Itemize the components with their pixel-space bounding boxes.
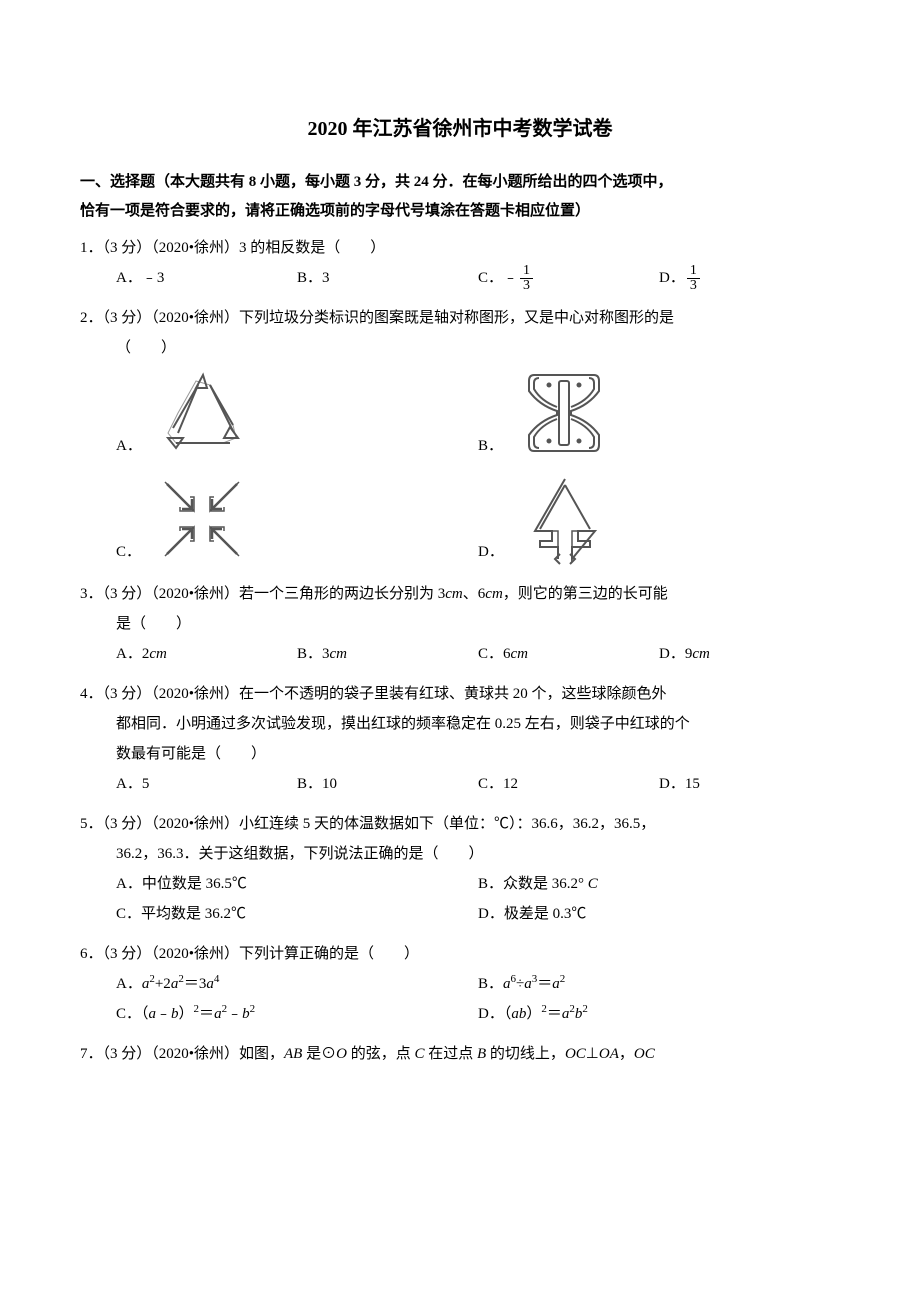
q4-option-c: C．12: [478, 769, 659, 799]
question-4: 4．（3 分）（2020•徐州）在一个不透明的袋子里装有红球、黄球共 20 个，…: [80, 679, 840, 799]
q3-option-a: A．2cm: [116, 639, 297, 669]
q3-option-c: C．6cm: [478, 639, 659, 669]
section-1-header: 一、选择题（本大题共有 8 小题，每小题 3 分，共 24 分．在每小题所给出的…: [80, 168, 840, 225]
q4-option-a: A．5: [116, 769, 297, 799]
q2-option-d: D．: [478, 469, 840, 569]
question-5: 5．（3 分）（2020•徐州）小红连续 5 天的体温数据如下（单位：℃）：36…: [80, 809, 840, 929]
four-arrows-in-icon: [147, 469, 257, 569]
q2-image-options: A． B．: [116, 363, 840, 569]
q6-option-a: A．a2+2a2＝3a4: [116, 969, 478, 999]
q6-option-d: D．（ab）2＝a2b2: [478, 999, 840, 1029]
q1-option-b: B．3: [297, 263, 478, 293]
q5-options-1: A．中位数是 36.5℃ B．众数是 36.2° C: [116, 869, 840, 899]
question-3: 3．（3 分）（2020•徐州）若一个三角形的两边长分别为 3cm、6cm，则它…: [80, 579, 840, 669]
q1-option-a: A．﹣3: [116, 263, 297, 293]
q6-options-1: A．a2+2a2＝3a4 B．a6÷a3＝a2: [116, 969, 840, 999]
q1-stem: 1．（3 分）（2020•徐州）3 的相反数是（ ）: [80, 233, 840, 263]
q6-option-b: B．a6÷a3＝a2: [478, 969, 840, 999]
q1-option-d: D．13: [659, 263, 840, 293]
question-7: 7．（3 分）（2020•徐州）如图，AB 是⊙O 的弦，点 C 在过点 B 的…: [80, 1039, 840, 1069]
q2-option-a: A．: [116, 363, 478, 463]
q3-option-b: B．3cm: [297, 639, 478, 669]
q7-stem: 7．（3 分）（2020•徐州）如图，AB 是⊙O 的弦，点 C 在过点 B 的…: [80, 1039, 840, 1069]
q2-option-c: C．: [116, 469, 478, 569]
q2-option-b: B．: [478, 363, 840, 463]
q3-stem: 3．（3 分）（2020•徐州）若一个三角形的两边长分别为 3cm、6cm，则它…: [80, 579, 840, 609]
q4-stem-l3: 数最有可能是（ ）: [116, 739, 840, 769]
exam-title: 2020 年江苏省徐州市中考数学试卷: [80, 110, 840, 148]
question-6: 6．（3 分）（2020•徐州）下列计算正确的是（ ） A．a2+2a2＝3a4…: [80, 939, 840, 1029]
q4-stem-l1: 4．（3 分）（2020•徐州）在一个不透明的袋子里装有红球、黄球共 20 个，…: [80, 679, 840, 709]
q2-stem-cont: （ ）: [116, 333, 840, 363]
q1-options: A．﹣3 B．3 C．﹣13 D．13: [116, 263, 840, 293]
q3-option-d: D．9cm: [659, 639, 840, 669]
q4-option-d: D．15: [659, 769, 840, 799]
fraction: 13: [687, 264, 700, 293]
tree-recycle-icon: [510, 469, 620, 569]
q1-option-c: C．﹣13: [478, 263, 659, 293]
q2-stem: 2．（3 分）（2020•徐州）下列垃圾分类标识的图案既是轴对称图形，又是中心对…: [80, 303, 840, 333]
q5-option-a: A．中位数是 36.5℃: [116, 869, 478, 899]
fraction: 13: [520, 264, 533, 293]
q3-options: A．2cm B．3cm C．6cm D．9cm: [116, 639, 840, 669]
q5-options-2: C．平均数是 36.2℃ D．极差是 0.3℃: [116, 899, 840, 929]
question-2: 2．（3 分）（2020•徐州）下列垃圾分类标识的图案既是轴对称图形，又是中心对…: [80, 303, 840, 569]
q5-stem-l1: 5．（3 分）（2020•徐州）小红连续 5 天的体温数据如下（单位：℃）：36…: [80, 809, 840, 839]
q4-options: A．5 B．10 C．12 D．15: [116, 769, 840, 799]
section-1-header-line2: 恰有一项是符合要求的，请将正确选项前的字母代号填涂在答题卡相应位置）: [80, 203, 590, 219]
battery-hourglass-icon: [509, 363, 619, 463]
q5-option-c: C．平均数是 36.2℃: [116, 899, 478, 929]
q6-options-2: C．（a﹣b）2＝a2﹣b2 D．（ab）2＝a2b2: [116, 999, 840, 1029]
section-1-header-line1: 一、选择题（本大题共有 8 小题，每小题 3 分，共 24 分．在每小题所给出的…: [80, 174, 673, 190]
q4-stem-l2: 都相同．小明通过多次试验发现，摸出红球的频率稳定在 0.25 左右，则袋子中红球…: [116, 709, 840, 739]
question-1: 1．（3 分）（2020•徐州）3 的相反数是（ ） A．﹣3 B．3 C．﹣1…: [80, 233, 840, 293]
q4-option-b: B．10: [297, 769, 478, 799]
q6-stem: 6．（3 分）（2020•徐州）下列计算正确的是（ ）: [80, 939, 840, 969]
q5-stem-l2: 36.2，36.3．关于这组数据，下列说法正确的是（ ）: [116, 839, 840, 869]
q6-option-c: C．（a﹣b）2＝a2﹣b2: [116, 999, 478, 1029]
recycle-triangle-icon: [148, 363, 258, 463]
q5-option-d: D．极差是 0.3℃: [478, 899, 840, 929]
q3-stem-cont: 是（ ）: [116, 609, 840, 639]
q5-option-b: B．众数是 36.2° C: [478, 869, 840, 899]
